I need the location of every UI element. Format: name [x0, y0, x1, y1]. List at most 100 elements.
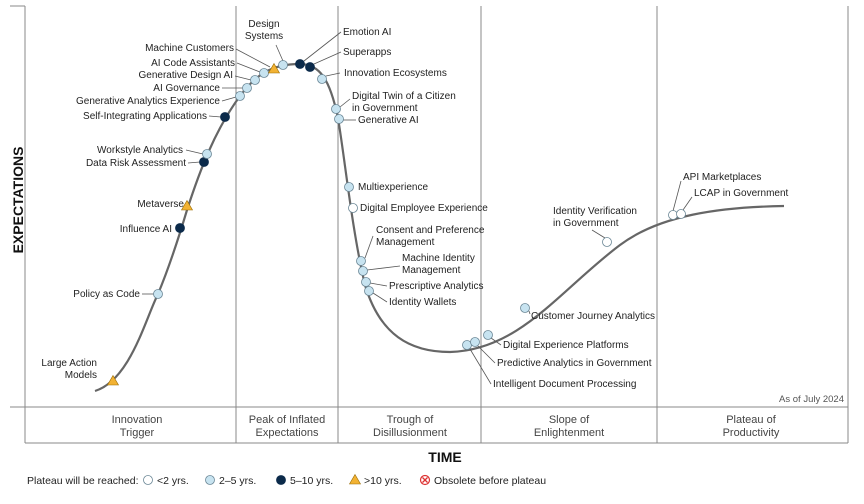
phase-label-5: Plateau of Productivity	[723, 414, 780, 439]
legend-obsolete-label: Obsolete before plateau	[434, 475, 546, 487]
identity-wallets-marker	[364, 286, 374, 296]
consent-and-preference-management-leader-line	[364, 235, 374, 259]
self-integrating-applications-label: Self-Integrating Applications	[83, 111, 207, 122]
legend-gt10-marker	[348, 473, 362, 485]
consent-and-preference-management-marker	[356, 256, 366, 266]
ai-code-assistants-label: AI Code Assistants	[151, 58, 235, 69]
generative-analytics-experience-marker	[235, 91, 245, 101]
digital-twin-of-a-citizen-in-government-leader-line	[339, 98, 351, 108]
machine-identity-management-label: Machine Identity Management	[402, 253, 475, 276]
digital-twin-of-a-citizen-in-government-marker	[331, 104, 341, 114]
legend: Plateau will be reached: <2 yrs. 2–5 yrs. 5…	[27, 473, 546, 487]
multiexperience-marker	[344, 182, 354, 192]
intelligent-document-processing-label: Intelligent Document Processing	[493, 379, 636, 390]
consent-and-preference-management-label: Consent and Preference Management	[376, 225, 485, 248]
customer-journey-analytics-marker	[520, 303, 530, 313]
digital-experience-platforms-marker	[483, 330, 493, 340]
large-action-models-marker	[106, 374, 120, 386]
prescriptive-analytics-leader-line	[369, 282, 388, 287]
phase-label-2: Peak of Inflated Expectations	[249, 414, 325, 439]
self-integrating-applications-marker	[220, 112, 230, 122]
metaverse-marker	[180, 199, 194, 211]
identity-wallets-label: Identity Wallets	[389, 297, 456, 308]
as-of-note: As of July 2024	[779, 394, 844, 405]
emotion-ai-marker	[295, 59, 305, 69]
lcap-in-government-label: LCAP in Government	[694, 188, 789, 199]
phase-label-3: Trough of Disillusionment	[373, 414, 447, 439]
innovation-ecosystems-label: Innovation Ecosystems	[344, 68, 447, 79]
ai-governance-marker	[242, 83, 252, 93]
innovation-ecosystems-marker	[317, 74, 327, 84]
workstyle-analytics-leader-line	[185, 149, 204, 155]
data-risk-assessment-label: Data Risk Assessment	[86, 158, 186, 169]
ai-governance-label: AI Governance	[153, 83, 220, 94]
phase-labels: Innovation Trigger Peak of Inflated Expecta…	[112, 414, 780, 439]
workstyle-analytics-label: Workstyle Analytics	[97, 145, 183, 156]
policy-as-code-label: Policy as Code	[73, 289, 140, 300]
legend-5to10-label: 5–10 yrs.	[290, 475, 333, 487]
identity-verification-in-government-marker	[602, 237, 612, 247]
data-risk-assessment-leader-line	[187, 161, 201, 164]
design-systems-marker	[278, 60, 288, 70]
workstyle-analytics-marker	[202, 149, 212, 159]
large-action-models-label: Large Action Models	[41, 358, 97, 381]
legend-lt2-label: <2 yrs.	[157, 475, 189, 487]
identity-wallets-leader-line	[372, 292, 388, 303]
generative-ai-label: Generative AI	[358, 115, 419, 126]
intelligent-document-processing-leader-line	[469, 348, 492, 385]
machine-identity-management-marker	[358, 266, 368, 276]
design-systems-label: Design Systems	[245, 19, 283, 42]
lcap-in-government-leader-line	[682, 196, 693, 211]
api-marketplaces-leader-line	[672, 180, 682, 212]
machine-customers-label: Machine Customers	[145, 43, 234, 54]
phase-label-1: Innovation Trigger	[112, 414, 163, 439]
emotion-ai-label: Emotion AI	[343, 27, 391, 38]
superapps-label: Superapps	[343, 47, 391, 58]
policy-as-code-marker	[153, 289, 163, 299]
generative-design-ai-label: Generative Design AI	[139, 70, 234, 81]
influence-ai-marker	[175, 223, 185, 233]
design-systems-leader-line	[275, 44, 284, 62]
innovation-ecosystems-leader-line	[325, 72, 341, 77]
ai-code-assistants-leader-line	[236, 62, 261, 73]
self-integrating-applications-leader-line	[208, 115, 222, 118]
legend-obsolete-marker	[419, 474, 431, 486]
legend-title: Plateau will be reached:	[27, 475, 139, 487]
digital-experience-platforms-leader-line	[490, 337, 502, 346]
customer-journey-analytics-label: Customer Journey Analytics	[531, 311, 655, 322]
metaverse-label: Metaverse	[137, 199, 184, 210]
predictive-analytics-in-government-label: Predictive Analytics in Government	[497, 358, 652, 369]
digital-experience-platforms-label: Digital Experience Platforms	[503, 340, 629, 351]
points-layer: Large Action Models Policy as Code Influenc…	[41, 19, 788, 390]
predictive-analytics-in-government-marker	[470, 337, 480, 347]
generative-ai-marker	[334, 114, 344, 124]
legend-5to10-marker	[276, 475, 286, 485]
prescriptive-analytics-marker	[361, 277, 371, 287]
generative-design-ai-leader-line	[234, 75, 252, 81]
x-axis-title: TIME	[428, 449, 461, 465]
ai-code-assistants-marker	[259, 68, 269, 78]
predictive-analytics-in-government-leader-line	[477, 345, 496, 364]
y-axis-title: EXPECTATIONS	[10, 147, 26, 254]
generative-design-ai-marker	[250, 75, 260, 85]
identity-verification-in-government-label: Identity Verification in Government	[553, 206, 637, 229]
api-marketplaces-label: API Marketplaces	[683, 172, 761, 183]
influence-ai-label: Influence AI	[120, 224, 172, 235]
digital-employee-experience-marker	[348, 203, 358, 213]
phase-label-4: Slope of Enlightenment	[534, 414, 604, 439]
api-marketplaces-marker	[668, 210, 678, 220]
digital-twin-of-a-citizen-in-government-label: Digital Twin of a Citizen in Government	[352, 91, 456, 114]
lcap-in-government-marker	[676, 209, 686, 219]
emotion-ai-leader-line	[303, 31, 342, 62]
customer-journey-analytics-leader-line	[528, 310, 531, 315]
prescriptive-analytics-label: Prescriptive Analytics	[389, 281, 483, 292]
legend-lt2-marker	[143, 475, 153, 485]
legend-gt10-label: >10 yrs.	[364, 475, 402, 487]
machine-customers-leader-line	[235, 48, 271, 68]
superapps-leader-line	[313, 51, 342, 65]
legend-2to5-label: 2–5 yrs.	[219, 475, 256, 487]
superapps-marker	[305, 62, 315, 72]
generative-analytics-experience-label: Generative Analytics Experience	[76, 96, 220, 107]
multiexperience-label: Multiexperience	[358, 182, 428, 193]
